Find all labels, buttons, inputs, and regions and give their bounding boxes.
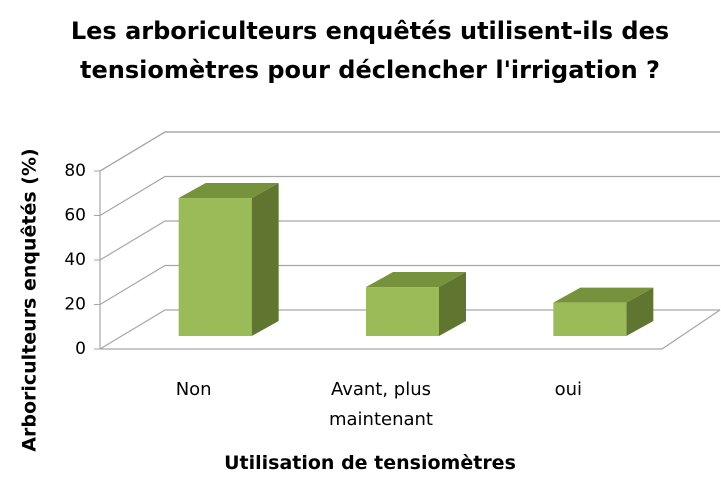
grid-line [99,264,720,306]
bar [366,287,439,336]
bar-top [178,183,279,199]
floor [100,309,721,350]
bar-side [251,183,279,336]
y-tick-label: 60 [64,206,86,226]
x-axis-label: Utilisation de tensiomètres [224,452,516,474]
grid-line [99,309,720,350]
bar-side [626,287,654,336]
y-tick-label: 20 [64,295,86,315]
back-wall [99,131,720,172]
y-tick-label: 80 [64,161,86,181]
bar-top [366,272,466,288]
y-axis-label: Arboriculteurs enquêtés (%) [19,148,41,451]
y-tick-label: 0 [75,339,86,359]
x-tick-label: oui [554,379,583,400]
y-tick-label: 40 [64,250,86,270]
grid-line [99,220,720,261]
bar [178,198,252,336]
grid-line [99,175,720,217]
x-tick-label: Non [175,379,212,400]
chart-title: Les arboriculteurs enquêtés utilisent-il… [70,17,670,84]
bar-side [439,272,466,336]
x-tick-label: Avant, plus maintenant [328,379,433,430]
grid-line [99,131,720,172]
bar-top [553,287,654,303]
bar [553,302,627,336]
